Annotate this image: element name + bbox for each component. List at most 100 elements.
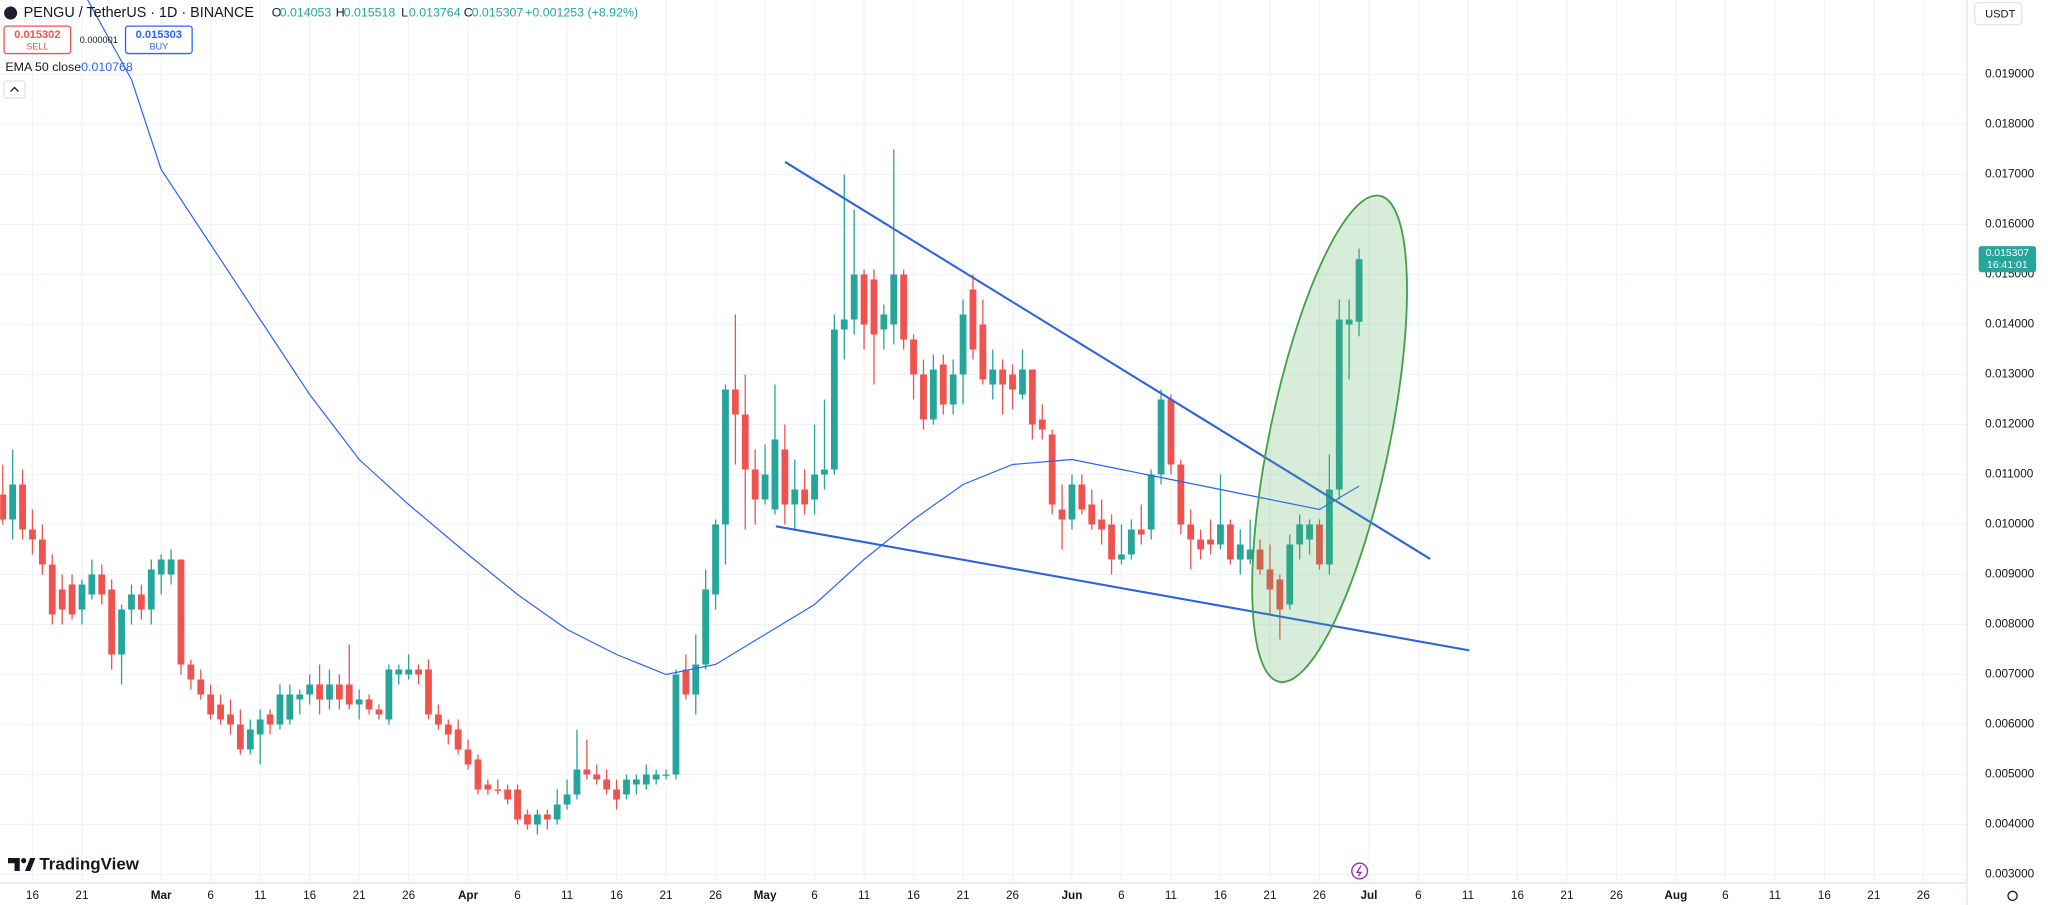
candle-body xyxy=(167,559,175,575)
candle-body xyxy=(1078,484,1086,510)
y-tick-label: 0.009000 xyxy=(1985,568,2034,581)
ohlc-change: +0.001253 (+8.92%) xyxy=(525,5,638,19)
candle-body xyxy=(524,814,531,825)
trend-line-upper[interactable] xyxy=(784,161,1431,560)
events-icon[interactable] xyxy=(1351,862,1369,880)
candle-body xyxy=(454,729,462,750)
candle-body xyxy=(1335,319,1343,490)
candle-body xyxy=(761,474,769,500)
brand-logo[interactable]: TradingView xyxy=(7,855,140,874)
candle-body xyxy=(989,369,997,385)
candle-body xyxy=(335,684,343,700)
y-tick-label: 0.008000 xyxy=(1985,618,2034,631)
candle-body xyxy=(969,289,977,350)
x-tick-label: Jun xyxy=(1062,889,1083,902)
y-tick-label: 0.014000 xyxy=(1985,318,2034,331)
currency-button[interactable] xyxy=(1974,1,2023,26)
y-tick-label: 0.006000 xyxy=(1985,718,2034,731)
trend-line-lower[interactable] xyxy=(775,525,1470,652)
x-tick-label: 26 xyxy=(709,889,723,902)
candle-body xyxy=(1217,524,1224,545)
x-tick-label: 26 xyxy=(1917,889,1931,902)
candle-body xyxy=(395,669,403,675)
candle-body xyxy=(1038,419,1046,430)
y-tick-label: 0.018000 xyxy=(1985,118,2034,131)
candle-body xyxy=(48,564,56,615)
candle-body xyxy=(1177,464,1185,525)
candle-body xyxy=(840,319,848,330)
sell-button[interactable] xyxy=(3,25,72,55)
candle-body xyxy=(613,789,620,800)
candle-body xyxy=(1306,524,1313,540)
candle-body xyxy=(1019,369,1026,395)
buy-price: 0.015303 xyxy=(136,29,182,41)
y-tick-label: 0.019000 xyxy=(1985,68,2034,81)
events-icon-bolt xyxy=(1355,865,1363,877)
x-tick-label: 16 xyxy=(610,889,624,902)
candle-body xyxy=(217,704,224,720)
candle-body xyxy=(860,274,868,325)
countdown: 16:41:01 xyxy=(1987,260,2028,271)
ohlc-value: 0.015518 xyxy=(344,5,396,19)
candle-body xyxy=(276,694,284,725)
x-tick-label: 21 xyxy=(1263,889,1276,902)
candle-body xyxy=(1068,484,1076,520)
candle-body xyxy=(9,484,17,520)
buy-button[interactable] xyxy=(124,25,193,55)
x-tick-label: 21 xyxy=(1560,889,1573,902)
y-tick-label: 0.011000 xyxy=(1985,468,2034,481)
candle-body xyxy=(375,709,383,715)
ohlc-key: O xyxy=(272,5,282,19)
candle-body xyxy=(603,779,611,790)
ohlc-value: 0.014053 xyxy=(280,5,332,19)
candle-body xyxy=(306,684,314,695)
candle-body xyxy=(1226,524,1234,560)
x-tick-label: May xyxy=(754,889,777,902)
candle-body xyxy=(910,339,917,375)
x-tick-label: 6 xyxy=(811,889,818,902)
x-tick-label: 16 xyxy=(907,889,921,902)
indicator-name[interactable]: EMA 50 close xyxy=(5,60,81,74)
candle-body xyxy=(1058,509,1066,520)
candle-body xyxy=(434,714,442,725)
x-tick-label: 11 xyxy=(858,889,870,902)
x-tick-label: 11 xyxy=(1769,889,1781,902)
candle-body xyxy=(741,414,749,470)
candle-body xyxy=(890,274,898,325)
candle-body xyxy=(632,779,640,785)
candle-body xyxy=(236,724,244,750)
symbol-title[interactable]: PENGU / TetherUS · 1D · BINANCE xyxy=(24,5,254,21)
candle-body xyxy=(1088,504,1096,525)
candle-body xyxy=(504,789,512,800)
candle-body xyxy=(959,314,967,375)
candle-body xyxy=(553,804,561,820)
settings-icon[interactable] xyxy=(2007,890,2018,902)
x-tick-label: Apr xyxy=(458,889,479,902)
candle-body xyxy=(702,589,710,665)
candle-body xyxy=(157,559,165,575)
y-tick-label: 0.012000 xyxy=(1985,418,2034,431)
spread: 0.000001 xyxy=(80,35,118,45)
candle-body xyxy=(692,664,700,695)
last-price-tag xyxy=(1978,246,2037,273)
x-tick-label: 16 xyxy=(1214,889,1228,902)
candle-body xyxy=(385,669,393,720)
candle-body xyxy=(791,489,799,505)
candle-body xyxy=(1266,569,1274,590)
collapse-button[interactable] xyxy=(3,80,26,99)
collapse-icon xyxy=(10,86,19,92)
price-axis: 0.0190000.0180000.0170000.0160000.015000… xyxy=(1978,68,2037,881)
candle-body xyxy=(1147,474,1155,530)
x-tick-label: 16 xyxy=(26,889,40,902)
highlight-ellipse[interactable] xyxy=(1220,184,1438,694)
candle-body xyxy=(29,529,36,540)
candle-body xyxy=(672,674,680,775)
ohlc-value: 0.013764 xyxy=(409,5,461,19)
candle-body xyxy=(68,584,76,615)
x-tick-label: 21 xyxy=(957,889,970,902)
symbol-icon[interactable] xyxy=(4,6,18,20)
candle-body xyxy=(444,724,452,735)
candle-body xyxy=(177,559,185,665)
candle-body xyxy=(563,794,571,805)
